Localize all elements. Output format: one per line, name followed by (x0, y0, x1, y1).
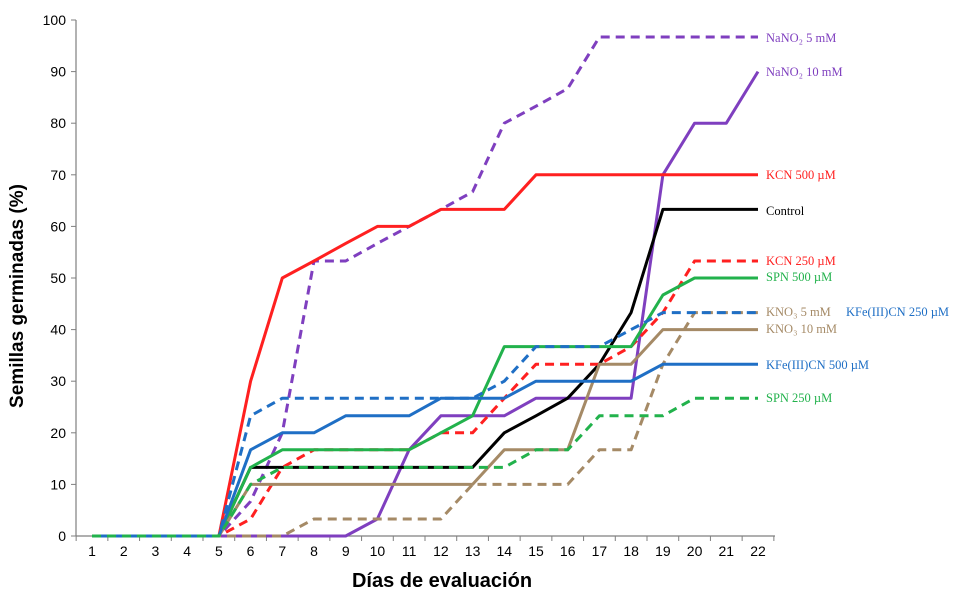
series-lines (92, 35, 760, 538)
x-tick-label: 8 (310, 543, 318, 559)
series-line-spn-250-m (92, 396, 758, 538)
x-tick-label: 16 (560, 543, 576, 559)
x-tick-label: 13 (465, 543, 481, 559)
x-tick-label: 5 (215, 543, 223, 559)
x-tick-label: 6 (247, 543, 255, 559)
x-tick-label: 9 (342, 543, 350, 559)
x-tick-label: 18 (623, 543, 639, 559)
y-tick-label: 40 (50, 322, 66, 338)
series-line-kfe-iii-cn-500-m (92, 362, 758, 538)
y-tick-label: 20 (50, 425, 66, 441)
x-tick-label: 1 (88, 543, 96, 559)
y-tick-label: 0 (58, 528, 66, 544)
series-label: KFe(III)CN 500 µM (766, 358, 869, 372)
y-tick-label: 60 (50, 218, 66, 234)
axes (71, 19, 775, 541)
series-label: SPN 250 µM (766, 391, 832, 405)
x-tick-label: 7 (278, 543, 286, 559)
x-tick-label: 15 (528, 543, 544, 559)
series-line-nano-5-mm (92, 35, 758, 538)
x-tick-label: 12 (433, 543, 449, 559)
x-tick-label: 21 (718, 543, 734, 559)
y-axis-title: Semillas germinadas (%) (7, 184, 28, 408)
y-tick-label: 80 (50, 115, 66, 131)
series-label: NaNO₂ 5 mM (766, 31, 836, 45)
y-tick-label: 50 (50, 270, 66, 286)
series-label: KCN 250 µM (766, 254, 836, 268)
series-label: KCN 500 µM (766, 168, 836, 182)
series-labels: NaNO₂ 5 mM NaNO₂ 10 mM KCN 500 µM Control KC… (766, 31, 949, 405)
x-axis-title: Días de evaluación (352, 570, 532, 592)
series-label: KNO₃ 10 mM (766, 322, 837, 336)
x-tick-label: 11 (402, 543, 417, 559)
x-tick-label: 4 (183, 543, 191, 559)
x-tick-label: 19 (655, 543, 671, 559)
series-label: NaNO₂ 10 mM (766, 65, 843, 79)
series-label: SPN 500 µM (766, 270, 832, 284)
y-tick-label: 90 (50, 64, 66, 80)
series-line-kno-5-mm (92, 311, 758, 538)
series-label: Control (766, 204, 805, 218)
x-tick-label: 2 (120, 543, 128, 559)
y-tick-label: 10 (50, 476, 66, 492)
series-line-control (92, 207, 758, 538)
x-tick-label: 20 (687, 543, 703, 559)
y-tick-label: 70 (50, 167, 66, 183)
y-tick-label: 100 (43, 12, 67, 28)
x-tick-label: 10 (370, 543, 386, 559)
x-tick-label: 14 (496, 543, 512, 559)
x-tick-label: 3 (152, 543, 160, 559)
series-line-kfe-iii-cn-250-m (92, 311, 758, 538)
x-tick-label: 22 (750, 543, 766, 559)
series-label: KNO₃ 5 mM (766, 305, 831, 319)
series-label: KFe(III)CN 250 µM (846, 305, 949, 319)
y-tick-label: 30 (50, 373, 66, 389)
x-tick-label: 17 (592, 543, 608, 559)
